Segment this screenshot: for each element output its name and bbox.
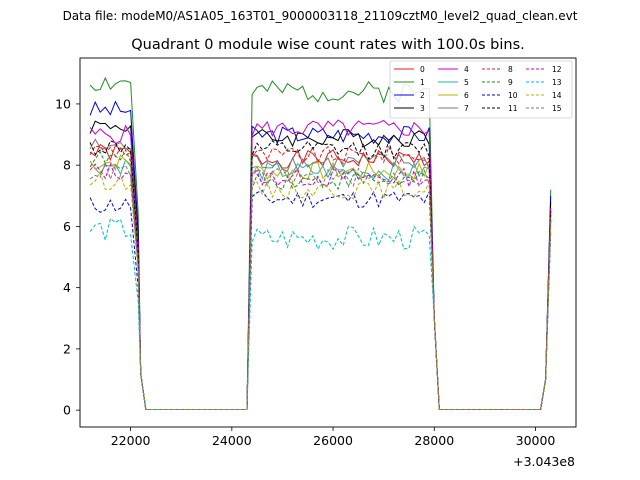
legend-label-6: 6: [464, 91, 469, 100]
series-line-9: [89, 148, 552, 410]
y-tick-label: 10: [55, 96, 71, 111]
legend-label-9: 9: [508, 78, 513, 87]
chart-suptitle: Data file: modeM0/AS1A05_163T01_90000031…: [63, 9, 578, 23]
plot-frame: [79, 57, 577, 428]
y-tick-label: 2: [63, 341, 71, 356]
y-tick-label: 6: [63, 219, 71, 234]
legend-label-10: 10: [508, 91, 518, 100]
y-tick-label: 0: [63, 403, 71, 418]
plot-area: 22000 24000 26000 28000 30000024681001234567…: [55, 57, 577, 448]
x-offset-label: +3.043e8: [513, 454, 575, 469]
legend-label-14: 14: [552, 91, 562, 100]
series-line-10: [89, 189, 552, 410]
legend-label-7: 7: [464, 104, 469, 113]
legend-label-4: 4: [464, 65, 469, 74]
legend-label-1: 1: [420, 78, 425, 87]
legend-label-3: 3: [420, 104, 425, 113]
series-line-5: [89, 158, 552, 410]
series-line-13: [89, 217, 552, 410]
series-line-12: [89, 162, 552, 410]
series-line-6: [89, 154, 552, 410]
series-line-1: [89, 76, 552, 410]
series-line-4: [89, 119, 552, 410]
y-tick-label: 8: [63, 158, 71, 173]
legend-label-15: 15: [552, 104, 562, 113]
series-line-11: [89, 139, 552, 410]
y-tick-label: 4: [63, 280, 71, 295]
series-line-7: [89, 138, 552, 410]
series-line-2: [89, 100, 552, 410]
x-tick-label: 30000: [516, 433, 556, 448]
x-tick-label: 22000: [111, 433, 151, 448]
series-line-3: [89, 120, 552, 410]
x-tick-label: 26000: [313, 433, 353, 448]
chart-title: Quadrant 0 module wise count rates with …: [131, 37, 525, 53]
series-line-15: [89, 161, 552, 410]
legend: [389, 60, 573, 119]
series-line-0: [89, 143, 552, 410]
x-tick-label: 28000: [414, 433, 454, 448]
x-tick-label: 24000: [212, 433, 252, 448]
legend-label-2: 2: [420, 91, 425, 100]
series-line-14: [89, 170, 552, 410]
legend-label-8: 8: [508, 65, 513, 74]
legend-label-13: 13: [552, 78, 562, 87]
legend-label-0: 0: [420, 65, 425, 74]
legend-label-11: 11: [508, 104, 518, 113]
legend-label-5: 5: [464, 78, 469, 87]
legend-label-12: 12: [552, 65, 562, 74]
